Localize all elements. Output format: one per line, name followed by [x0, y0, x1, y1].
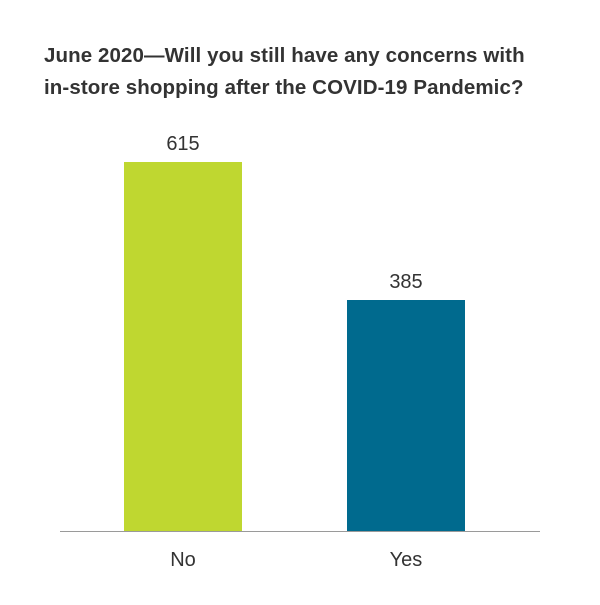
x-tick-label-no: No — [170, 549, 196, 571]
data-label-no: 615 — [166, 133, 199, 155]
chart-title: June 2020—Will you still have any concer… — [44, 40, 584, 104]
chart-title-line-1: June 2020—Will you still have any concer… — [44, 44, 525, 67]
bar-no — [124, 162, 242, 531]
x-tick-label-yes: Yes — [390, 549, 423, 571]
data-label-yes: 385 — [389, 271, 422, 293]
bar-yes — [347, 300, 465, 531]
chart-title-line-2: in-store shopping after the COVID-19 Pan… — [44, 76, 524, 99]
